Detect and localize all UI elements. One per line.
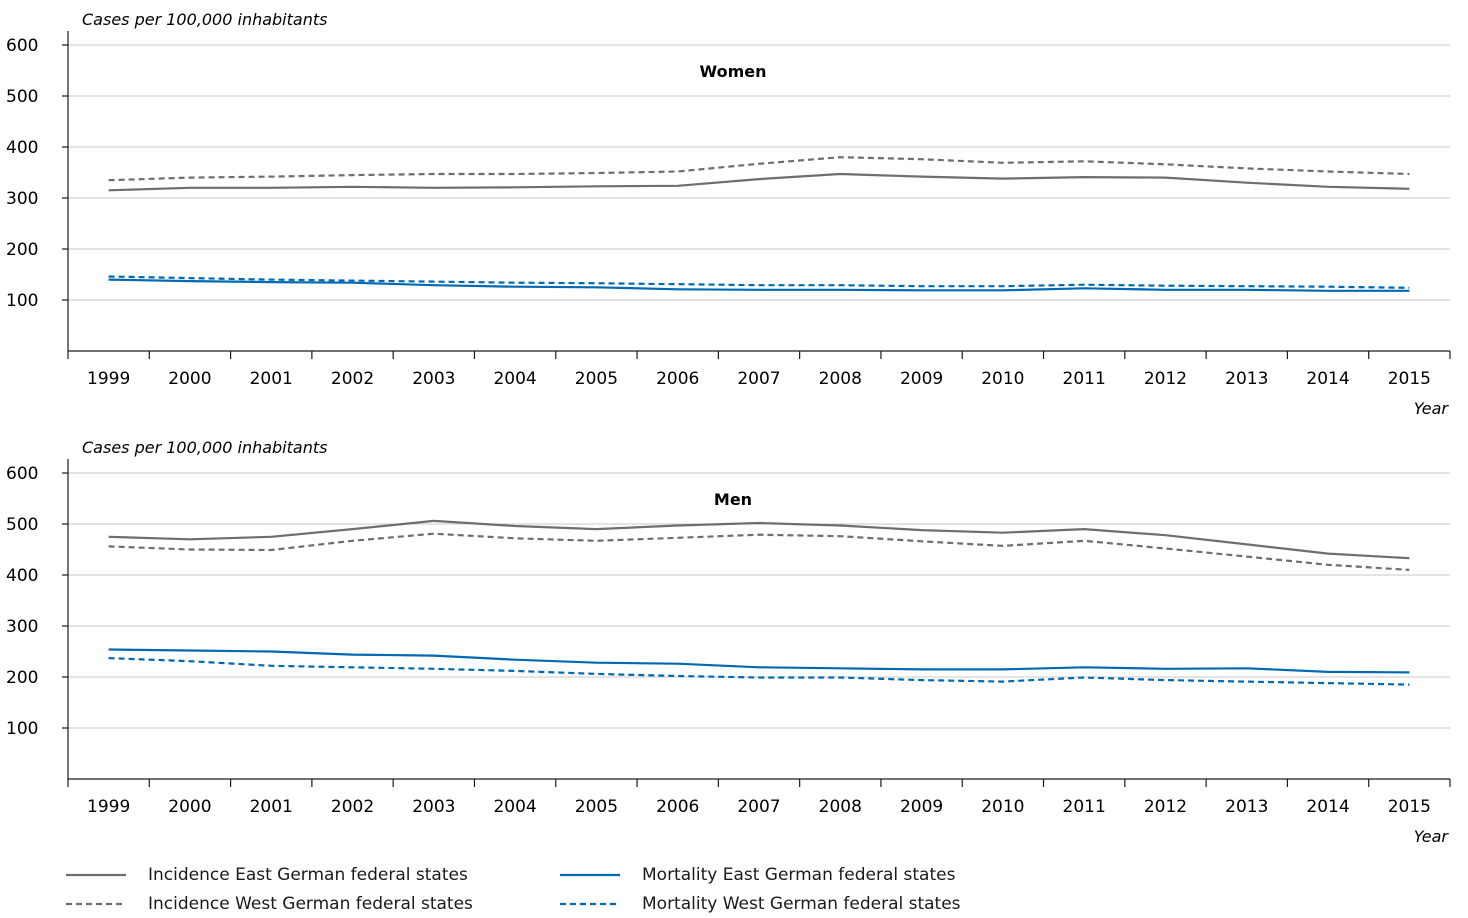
legend-item-mortality-west: Mortality West German federal states [560,891,961,917]
legend-swatch-mortality-east [560,873,620,877]
series-line-men-2 [108,648,1410,674]
x-tick-label: 2001 [250,797,293,817]
x-tick-label: 2005 [575,797,618,817]
y-tick-label: 400 [6,566,38,586]
y-axis-label: Cases per 100,000 inhabitants [82,10,327,29]
x-tick-label: 2006 [656,797,699,817]
series-line-women-3 [108,275,1410,289]
legend-label-incidence-west: Incidence West German federal states [148,894,473,914]
y-tick-label: 200 [6,668,38,688]
chart-figure: Cases per 100,000 inhabitants 100 200 300 40… [6,10,1451,846]
x-tick-label: 2000 [168,369,211,389]
x-tick-label: 2007 [737,797,780,817]
y-tick-label: 600 [6,36,38,56]
x-tick-label: 2009 [900,369,943,389]
x-tick-label: 2015 [1388,369,1431,389]
x-tick-label: 2003 [412,369,455,389]
series-line-men-0 [108,519,1410,560]
x-tick-label: 2004 [493,797,536,817]
x-tick-label: 2007 [737,369,780,389]
series-line-men-3 [108,657,1410,686]
x-tick-label: 2012 [1144,369,1187,389]
y-tick-label: 500 [6,515,38,535]
y-tick-label: 300 [6,189,38,209]
legend-item-incidence-west: Incidence West German federal states [66,891,473,917]
x-tick-label: 1999 [87,797,130,817]
x-tick-label: 2014 [1306,797,1349,817]
legend-item-mortality-east: Mortality East German federal states [560,862,955,888]
panel-title-men: Men [714,490,752,509]
x-tick-label: 2010 [981,797,1024,817]
series-line-women-1 [108,156,1410,182]
x-axis-label: Year [1414,827,1450,846]
y-tick-label: 100 [6,291,38,311]
y-tick-label: 200 [6,240,38,260]
x-tick-label: 2005 [575,369,618,389]
x-tick-label: 2009 [900,797,943,817]
x-tick-label: 2015 [1388,797,1431,817]
y-tick-label: 500 [6,87,38,107]
x-tick-label: 2006 [656,369,699,389]
legend-label-incidence-east: Incidence East German federal states [148,865,468,885]
x-tick-label: 2002 [331,369,374,389]
legend-label-mortality-east: Mortality East German federal states [642,865,956,885]
x-tick-label: 2008 [819,369,862,389]
y-tick-label: 100 [6,719,38,739]
series-line-women-0 [108,172,1410,192]
legend-swatch-mortality-west [560,902,620,906]
y-axis-label: Cases per 100,000 inhabitants [82,438,327,457]
x-tick-label: 2001 [250,369,293,389]
chart-panel-women: Cases per 100,000 inhabitants 100 200 300 40… [6,10,1451,418]
x-tick-label: 2014 [1306,369,1349,389]
x-axis-label: Year [1414,399,1450,418]
series-line-women-2 [108,278,1410,292]
chart-panel-men: Cases per 100,000 inhabitants 100 200 300 40… [6,438,1451,846]
y-tick-label: 300 [6,617,38,637]
panel-title-women: Women [700,62,767,81]
chart-legend: Incidence East German federal states Inc… [66,862,1166,918]
series-line-men-1 [108,532,1410,571]
x-tick-label: 2013 [1225,797,1268,817]
legend-label-mortality-west: Mortality West German federal states [642,894,961,914]
x-tick-label: 1999 [87,369,130,389]
legend-swatch-incidence-east [66,873,126,877]
x-tick-label: 2013 [1225,369,1268,389]
x-tick-label: 2011 [1063,797,1106,817]
x-tick-label: 2008 [819,797,862,817]
x-tick-label: 2010 [981,369,1024,389]
x-tick-label: 2000 [168,797,211,817]
y-tick-label: 600 [6,464,38,484]
x-tick-label: 2003 [412,797,455,817]
legend-swatch-incidence-west [66,902,126,906]
x-tick-label: 2002 [331,797,374,817]
x-tick-label: 2004 [493,369,536,389]
x-tick-label: 2012 [1144,797,1187,817]
legend-item-incidence-east: Incidence East German federal states [66,862,468,888]
x-tick-label: 2011 [1063,369,1106,389]
y-tick-label: 400 [6,138,38,158]
